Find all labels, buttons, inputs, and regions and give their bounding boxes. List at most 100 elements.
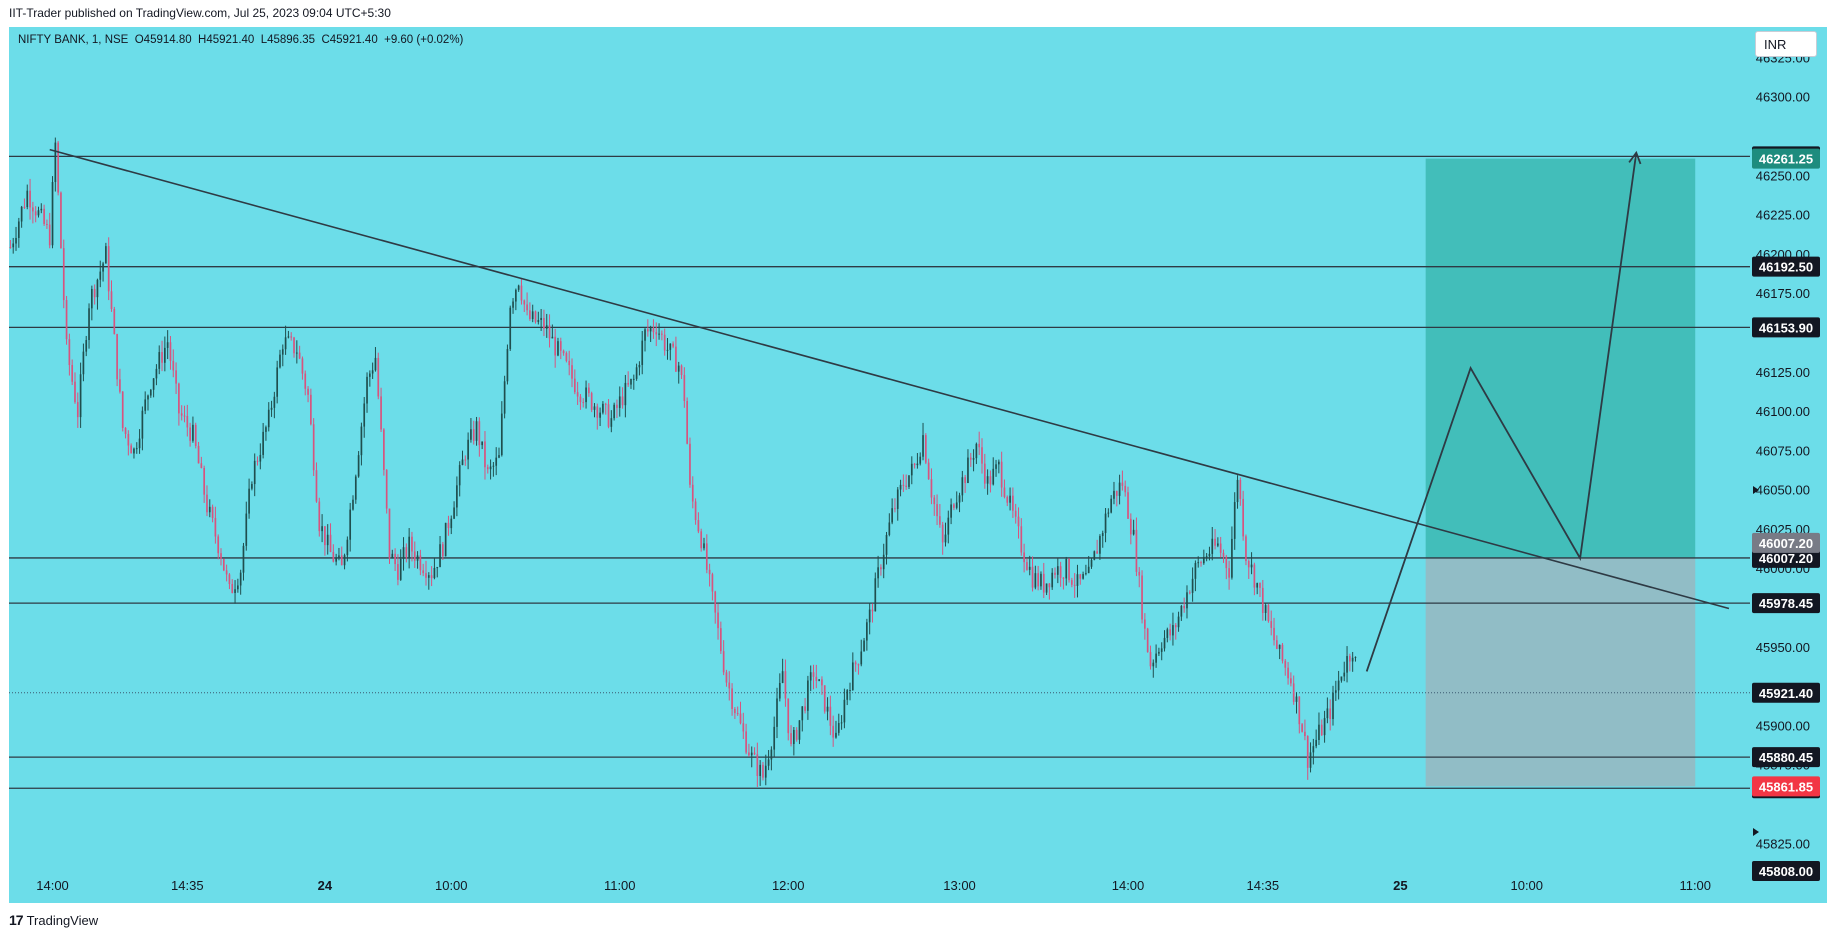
candle-body — [658, 333, 660, 335]
candle-body — [725, 672, 728, 683]
candle-body — [1231, 538, 1233, 578]
candle-body — [442, 544, 444, 557]
candle-body — [1205, 556, 1208, 558]
currency-selector[interactable]: INR — [1755, 31, 1817, 57]
candle-body — [208, 506, 211, 513]
candle-body — [1040, 573, 1042, 587]
price-tag-label: 45978.45 — [1759, 596, 1813, 611]
candle-body — [537, 319, 540, 323]
candle-body — [405, 547, 408, 558]
candle-body — [180, 413, 183, 416]
candle-body — [1101, 533, 1104, 537]
target-zone[interactable] — [1425, 158, 1696, 558]
candle-body — [981, 447, 983, 464]
candle-body — [986, 476, 989, 484]
stop-zone[interactable] — [1425, 557, 1696, 787]
candle-body — [1290, 678, 1292, 684]
candle-body — [705, 543, 708, 570]
candle-body — [107, 246, 110, 292]
candle-body — [1183, 606, 1186, 609]
candle-body — [545, 325, 548, 329]
candle-body — [773, 726, 776, 750]
candle-body — [762, 764, 764, 778]
candle-body — [377, 357, 380, 397]
candle-body — [1107, 512, 1110, 514]
descending-trendline[interactable] — [49, 148, 1730, 610]
candle-body — [172, 360, 175, 371]
projection-path[interactable] — [1365, 152, 1638, 672]
candle-body — [902, 484, 905, 486]
candle-body — [458, 465, 461, 486]
candle-body — [1177, 616, 1180, 628]
axis-marker-icon — [1753, 486, 1759, 494]
candle-body — [456, 485, 458, 508]
candle-body — [1239, 479, 1242, 499]
candle-body — [689, 443, 691, 485]
candle-body — [54, 142, 57, 183]
candle-body — [57, 142, 59, 193]
candle-body — [335, 558, 337, 562]
candle-body — [1062, 577, 1065, 579]
candle-body — [48, 224, 51, 246]
candle-body — [515, 289, 517, 302]
candle-body — [1054, 572, 1056, 575]
candle-body — [1096, 551, 1098, 554]
candle-body — [1211, 538, 1214, 554]
candle-body — [130, 445, 132, 454]
candle-body — [293, 337, 295, 354]
candle-body — [720, 628, 722, 652]
candle-body — [967, 457, 969, 484]
candle-body — [880, 567, 882, 570]
candle-body — [863, 640, 865, 652]
candle-body — [593, 406, 596, 410]
candle-body — [349, 509, 352, 540]
candle-body — [360, 426, 363, 456]
candle-body — [371, 370, 374, 374]
candle-body — [1042, 573, 1045, 593]
candle-body — [944, 534, 947, 543]
candle-body — [677, 365, 680, 372]
candle-body — [1169, 629, 1171, 636]
candle-body — [790, 733, 792, 745]
candle-body — [312, 424, 315, 471]
candle-body — [1012, 495, 1014, 511]
candle-body — [1166, 629, 1169, 638]
candle-body — [279, 354, 281, 368]
candle-body — [924, 435, 927, 463]
candle-body — [509, 307, 512, 350]
candle-body — [958, 495, 961, 503]
candle-body — [885, 534, 888, 555]
candle-body — [964, 477, 966, 484]
candle-body — [408, 536, 410, 558]
candle-body — [183, 415, 186, 417]
x-tick-label: 12:00 — [772, 878, 805, 893]
candle-body — [565, 353, 568, 361]
candle-body — [1020, 526, 1023, 553]
candle-body — [734, 708, 736, 714]
candle-body — [15, 237, 17, 244]
candle-body — [837, 723, 840, 733]
candle-body — [1306, 736, 1309, 768]
candle-body — [1284, 660, 1287, 668]
candle-body — [602, 403, 604, 413]
candle-body — [1250, 564, 1253, 568]
candle-body — [259, 454, 262, 462]
candle-body — [1000, 461, 1003, 488]
candle-body — [1144, 619, 1146, 629]
candle-body — [568, 360, 571, 366]
candle-body — [941, 524, 944, 543]
tradingview-brand[interactable]: 17 TradingView — [9, 912, 98, 928]
candle-body — [273, 396, 276, 408]
candle-body — [843, 699, 846, 723]
candle-body — [40, 208, 43, 211]
candle-body — [1273, 627, 1275, 641]
candle-body — [1031, 566, 1034, 588]
candle-body — [85, 340, 88, 352]
candle-body — [1129, 518, 1132, 535]
candle-body — [397, 564, 399, 580]
candle-body — [523, 300, 526, 305]
candle-body — [826, 706, 829, 712]
publisher-line: IIT-Trader published on TradingView.com,… — [9, 6, 391, 20]
candle-body — [1110, 498, 1113, 513]
